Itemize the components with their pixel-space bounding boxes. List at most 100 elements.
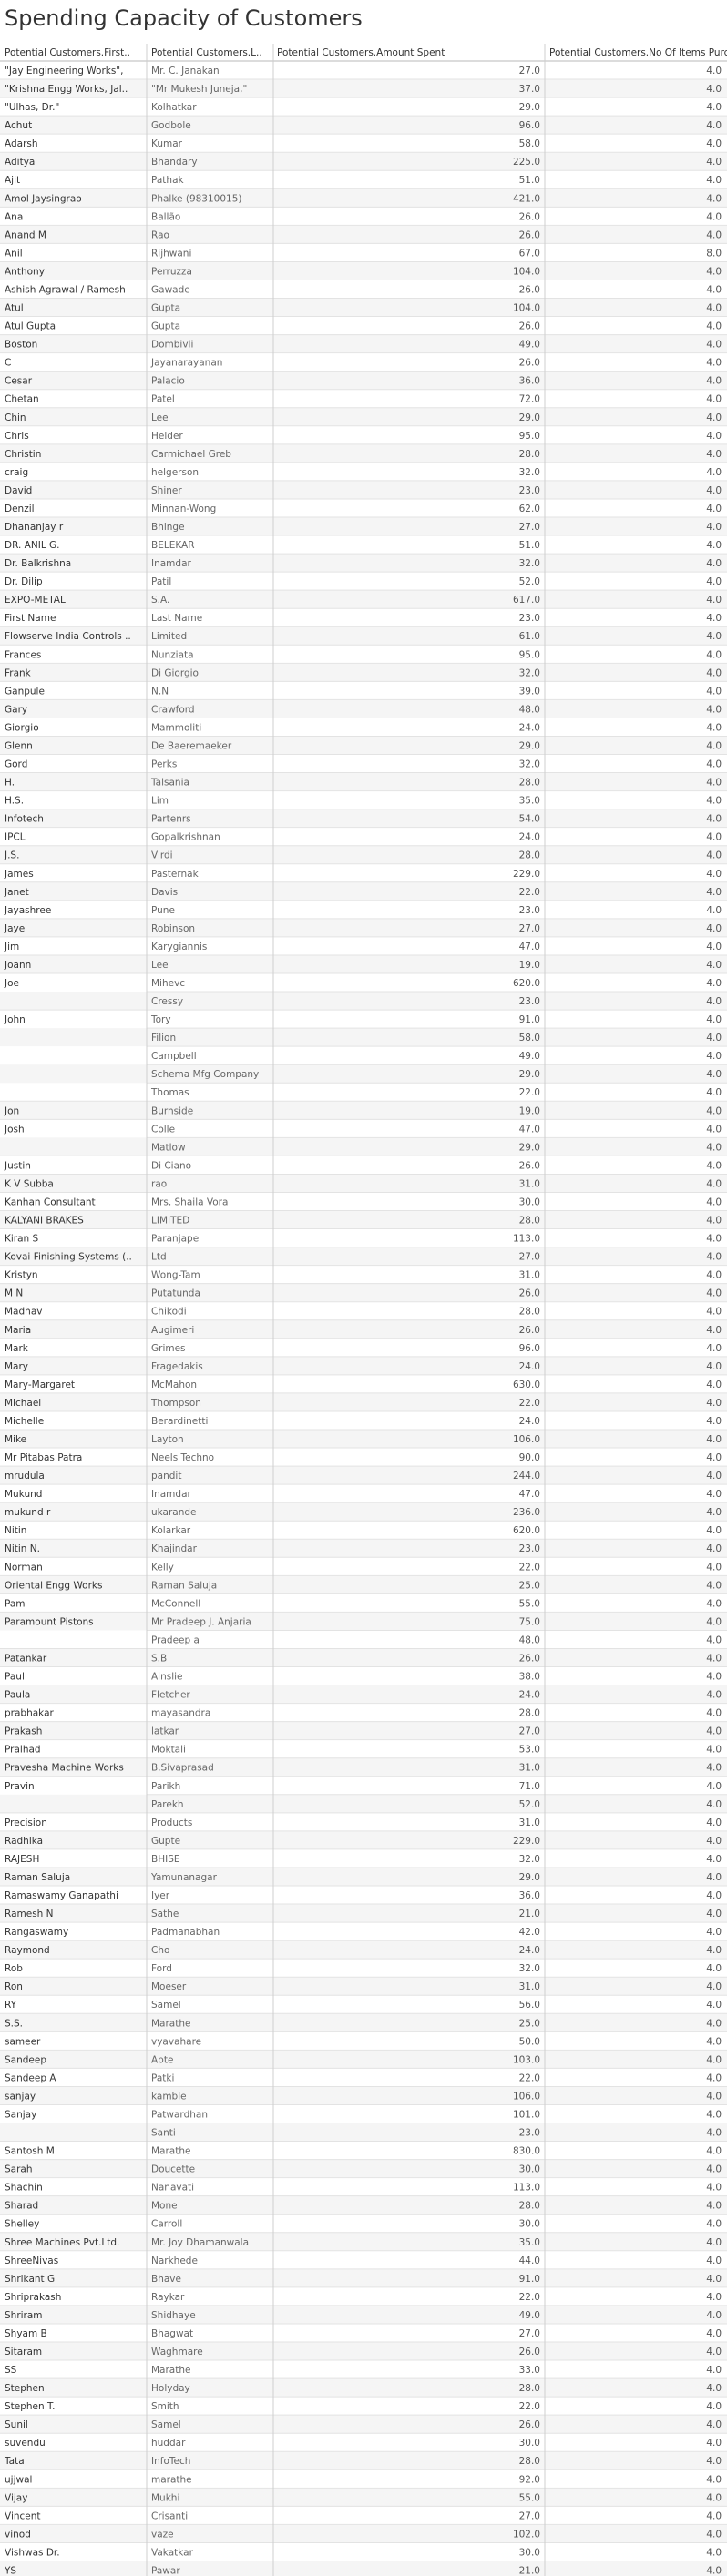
last-name-cell: Pathak — [151, 175, 185, 186]
items-purchased-cell: 4.0 — [706, 1981, 722, 1992]
amount-spent-cell: 28.0 — [519, 2383, 540, 2394]
row-band — [0, 2451, 727, 2470]
last-name-cell: vaze — [151, 2529, 174, 2540]
amount-spent-cell: 26.0 — [519, 1325, 540, 1336]
items-purchased-cell: 4.0 — [706, 1836, 722, 1847]
row-band — [0, 1137, 727, 1156]
first-name-cell: Paramount Pistons — [5, 1616, 94, 1627]
amount-spent-cell: 22.0 — [519, 1398, 540, 1409]
amount-spent-cell: 26.0 — [519, 1653, 540, 1664]
amount-spent-cell: 29.0 — [519, 1142, 540, 1153]
row-band — [0, 1502, 727, 1522]
items-purchased-cell: 4.0 — [706, 2474, 722, 2485]
amount-spent-cell: 27.0 — [519, 66, 540, 76]
first-name-cell: Gary — [5, 704, 27, 715]
first-name-cell: Pam — [5, 1598, 26, 1609]
items-purchased-cell: 4.0 — [706, 2219, 722, 2230]
row-band — [0, 699, 727, 718]
first-name-cell: Joann — [4, 960, 31, 971]
first-name-cell: sameer — [5, 2036, 41, 2047]
row-band — [0, 881, 727, 901]
first-name-cell: Shelley — [5, 2219, 39, 2230]
first-name-cell: Patankar — [5, 1653, 47, 1664]
amount-spent-cell: 47.0 — [519, 942, 540, 952]
amount-spent-cell: 96.0 — [519, 1343, 540, 1354]
last-name-cell: Paranjape — [151, 1234, 199, 1245]
last-name-cell: Carmichael Greb — [151, 449, 231, 460]
last-name-cell: Campbell — [151, 1051, 197, 1062]
amount-spent-cell: 421.0 — [513, 193, 540, 204]
last-name-cell: Layton — [151, 1434, 184, 1445]
amount-spent-cell: 26.0 — [519, 2347, 540, 2357]
items-purchased-cell: 4.0 — [706, 1909, 722, 1919]
amount-spent-cell: 28.0 — [519, 2201, 540, 2212]
row-band — [0, 663, 727, 682]
amount-spent-cell: 106.0 — [513, 1434, 540, 1445]
last-name-cell: Lee — [151, 412, 169, 423]
first-name-cell: Cesar — [5, 376, 33, 387]
row-band — [0, 1904, 727, 1923]
first-name-cell: C — [5, 358, 11, 369]
amount-spent-cell: 27.0 — [519, 2510, 540, 2521]
items-purchased-cell: 4.0 — [706, 175, 722, 186]
first-name-cell: Atul — [5, 303, 24, 314]
items-purchased-cell: 4.0 — [706, 485, 722, 496]
first-name-cell: Sanjay — [5, 2109, 36, 2120]
amount-spent-cell: 92.0 — [519, 2474, 540, 2485]
items-purchased-cell: 4.0 — [706, 467, 722, 478]
last-name-cell: Mr Pradeep J. Anjaria — [151, 1616, 251, 1627]
items-purchased-cell: 4.0 — [706, 340, 722, 351]
items-purchased-cell: 4.0 — [706, 1854, 722, 1865]
first-name-cell: Maria — [5, 1325, 31, 1336]
first-name-cell: Michelle — [5, 1416, 44, 1427]
last-name-cell: Samel — [151, 2000, 181, 2011]
first-name-cell: Shachin — [5, 2183, 43, 2194]
first-name-cell: Michael — [5, 1398, 41, 1409]
amount-spent-cell: 104.0 — [513, 266, 540, 277]
amount-spent-cell: 24.0 — [519, 722, 540, 733]
last-name-cell: Inamdar — [151, 1489, 192, 1500]
last-name-cell: Parikh — [151, 1781, 180, 1792]
items-purchased-cell: 4.0 — [706, 2036, 722, 2047]
first-name-cell: Ashish Agrawal / Ramesh — [5, 284, 126, 295]
items-purchased-cell: 4.0 — [706, 394, 722, 405]
first-name-cell: Mary — [5, 1361, 28, 1372]
first-name-cell: M N — [5, 1288, 23, 1299]
row-band — [0, 2488, 727, 2507]
last-name-cell: Godbole — [151, 120, 191, 131]
first-name-cell: Infotech — [5, 814, 44, 825]
row-band — [0, 443, 727, 463]
first-name-cell: J.S. — [4, 850, 19, 861]
items-purchased-cell: 8.0 — [706, 248, 722, 259]
last-name-cell: Cho — [151, 1945, 169, 1956]
first-name-cell: Mr Pitabas Patra — [5, 1452, 82, 1463]
amount-spent-cell: 56.0 — [519, 2000, 540, 2011]
first-name-cell: Norman — [5, 1562, 43, 1573]
last-name-cell: S.A. — [151, 595, 169, 606]
row-band — [0, 2378, 727, 2398]
items-purchased-cell: 4.0 — [706, 321, 722, 332]
first-name-cell: Madhav — [5, 1307, 42, 1318]
items-purchased-cell: 4.0 — [706, 2383, 722, 2394]
first-name-cell: Christin — [5, 449, 41, 460]
last-name-cell: Moeser — [151, 1981, 187, 1992]
first-name-cell: mukund r — [5, 1507, 51, 1518]
items-purchased-cell: 4.0 — [706, 1288, 722, 1299]
amount-spent-cell: 26.0 — [519, 229, 540, 240]
items-purchased-cell: 4.0 — [706, 740, 722, 751]
last-name-cell: marathe — [151, 2474, 192, 2485]
last-name-cell: Patwardhan — [151, 2109, 208, 2120]
first-name-cell: Amol Jaysingrao — [5, 193, 82, 204]
items-purchased-cell: 4.0 — [706, 1672, 722, 1683]
amount-spent-cell: 22.0 — [519, 2401, 540, 2412]
items-purchased-cell: 4.0 — [706, 522, 722, 533]
amount-spent-cell: 24.0 — [519, 1416, 540, 1427]
items-purchased-cell: 4.0 — [706, 2201, 722, 2212]
items-purchased-cell: 4.0 — [706, 2237, 722, 2248]
items-purchased-cell: 4.0 — [706, 2146, 722, 2157]
last-name-cell: LIMITED — [151, 1216, 189, 1227]
first-name-cell: Vijay — [5, 2492, 27, 2503]
amount-spent-cell: 244.0 — [513, 1471, 540, 1481]
last-name-cell: Nanavati — [151, 2183, 194, 2194]
amount-spent-cell: 58.0 — [519, 1033, 540, 1044]
